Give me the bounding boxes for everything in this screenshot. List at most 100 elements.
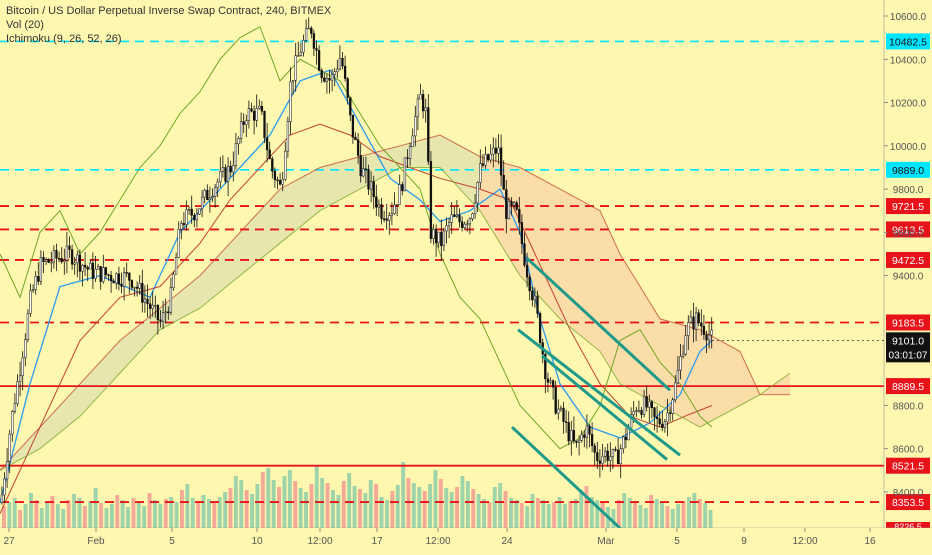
volume-bar <box>196 501 201 528</box>
candle <box>585 425 589 438</box>
candle <box>554 386 557 414</box>
level-tag-label: 9889.0 <box>892 165 924 177</box>
candle <box>414 116 417 137</box>
candle <box>271 158 274 172</box>
indicator-line <box>0 123 713 514</box>
candle <box>481 163 485 166</box>
x-tick-label: Mar <box>597 536 615 547</box>
candle <box>531 290 534 301</box>
candle <box>520 222 524 244</box>
x-tick-label: 5 <box>169 536 175 547</box>
candle <box>445 225 448 232</box>
candle <box>268 149 271 159</box>
candle <box>284 150 287 180</box>
candle <box>588 425 591 435</box>
volume-bar <box>638 505 643 528</box>
candle <box>429 161 433 239</box>
volume-bar <box>503 491 508 528</box>
candle <box>380 204 383 219</box>
volume-bar <box>379 497 384 528</box>
candle <box>403 157 407 192</box>
candle <box>408 146 412 159</box>
level-tag <box>886 494 930 511</box>
x-tick-label: 27 <box>3 536 15 547</box>
volume-bar <box>471 489 476 528</box>
candle <box>151 304 154 309</box>
volume-bar <box>217 497 222 528</box>
level-tag <box>886 221 930 238</box>
candle <box>299 51 303 56</box>
candle <box>616 449 620 464</box>
candle <box>424 107 427 112</box>
time-axis[interactable] <box>0 528 932 550</box>
trendline[interactable] <box>541 354 668 461</box>
candle <box>694 312 698 330</box>
candle <box>674 382 677 401</box>
volume-bar <box>2 506 6 528</box>
candle <box>622 436 625 449</box>
candle <box>679 356 682 371</box>
candle <box>390 213 394 216</box>
level-tag <box>886 378 930 395</box>
volume-bar <box>368 480 373 528</box>
candle <box>687 322 690 336</box>
candle <box>624 436 628 441</box>
level-tag <box>886 198 930 215</box>
volume-bar <box>401 462 406 528</box>
candle <box>229 165 232 173</box>
volume-bar <box>39 508 44 528</box>
ichimoku-cloud-bull <box>0 135 480 471</box>
candle <box>460 221 464 228</box>
candle <box>416 98 420 117</box>
volume-bar <box>255 484 260 528</box>
level-tag <box>886 457 930 474</box>
candle <box>50 261 53 264</box>
candle <box>180 223 183 230</box>
candle <box>164 311 167 314</box>
volume-bar <box>622 493 627 528</box>
volume-bar <box>126 507 130 528</box>
trendline[interactable] <box>510 425 625 533</box>
candle <box>24 339 27 359</box>
candle <box>107 274 110 276</box>
candle <box>455 214 459 217</box>
candle <box>55 250 58 259</box>
y-tick-label: 10200.0 <box>890 99 927 110</box>
candle <box>39 257 43 282</box>
level-tag-label: 8353.5 <box>892 497 924 509</box>
y-tick-label: 9800.0 <box>893 185 924 196</box>
volume-bar <box>314 466 319 528</box>
volume-bar <box>223 492 228 528</box>
candle <box>16 381 19 404</box>
volume-bar <box>239 480 244 528</box>
trendline[interactable] <box>517 328 681 457</box>
level-tag-label: 9183.5 <box>892 317 924 329</box>
candle <box>559 407 563 410</box>
volume-bar <box>287 470 292 528</box>
candle <box>278 180 282 185</box>
volume-bar <box>18 510 23 528</box>
candle <box>666 412 669 423</box>
candle <box>549 380 552 383</box>
candle <box>648 401 651 408</box>
volume-bar <box>703 503 708 528</box>
volume-bar <box>600 503 605 528</box>
candle <box>356 139 360 156</box>
trendline[interactable] <box>525 257 672 392</box>
candle <box>115 273 118 284</box>
level-tag-label: 8889.5 <box>892 381 924 393</box>
candle <box>128 272 131 281</box>
volume-bar <box>449 492 454 528</box>
candle <box>94 268 97 279</box>
candle <box>102 267 105 282</box>
candle <box>198 208 201 215</box>
volume-bar <box>660 502 664 528</box>
candle <box>91 262 95 279</box>
candle <box>219 171 222 183</box>
candle <box>276 179 279 182</box>
volume-bar <box>293 481 298 528</box>
candle <box>442 230 446 247</box>
volume-bar <box>142 506 147 528</box>
